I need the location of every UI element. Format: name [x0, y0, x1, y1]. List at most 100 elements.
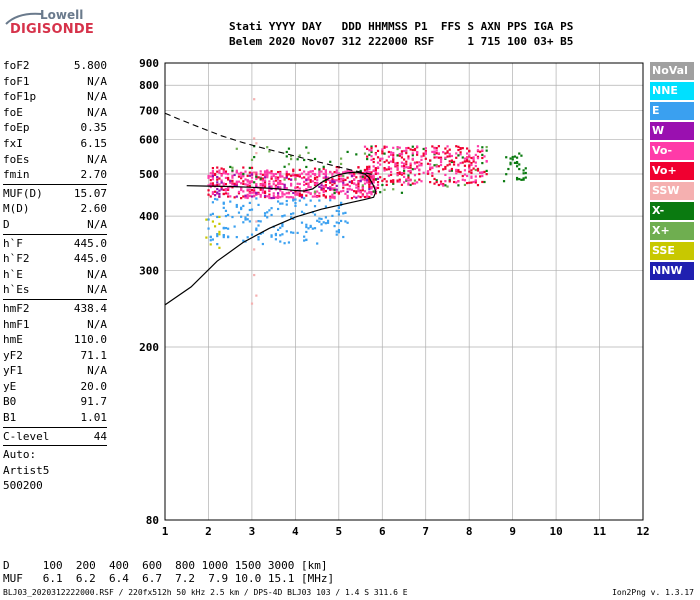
- echo-point: [261, 185, 264, 188]
- echo-point: [350, 173, 354, 176]
- echo-point: [313, 190, 317, 193]
- echo-point: [263, 171, 267, 174]
- param-value: N/A: [87, 267, 107, 281]
- echo-point: [403, 175, 406, 178]
- echo-point: [374, 188, 377, 191]
- echo-point: [409, 166, 412, 169]
- echo-point: [463, 179, 467, 182]
- header-values: Belem 2020 Nov07 312 222000 RSF 1 715 10…: [229, 35, 574, 48]
- echo-point: [324, 222, 327, 225]
- echo-point: [387, 155, 390, 158]
- echo-point: [420, 162, 423, 165]
- echo-point: [294, 190, 297, 193]
- echo-point: [322, 172, 325, 175]
- echo-point: [407, 182, 410, 185]
- echo-point: [461, 174, 464, 178]
- echo-point: [318, 217, 321, 220]
- echo-point: [329, 199, 332, 202]
- echo-point: [231, 186, 234, 189]
- echo-point: [292, 231, 295, 234]
- echo-point: [296, 193, 299, 196]
- echo-point: [224, 183, 228, 186]
- echo-point: [285, 192, 288, 195]
- echo-point: [303, 239, 306, 242]
- echo-point: [259, 193, 262, 197]
- echo-point: [222, 172, 225, 175]
- echo-point: [376, 172, 380, 175]
- echo-point: [433, 147, 436, 150]
- echo-point: [211, 212, 214, 215]
- echo-point: [300, 172, 304, 175]
- echo-point: [403, 158, 406, 161]
- echo-point: [405, 151, 408, 155]
- echo-point: [316, 219, 319, 222]
- logo-lowell: Lowell: [40, 8, 84, 22]
- echo-point: [309, 180, 312, 183]
- echo-point: [283, 178, 286, 181]
- echo-point: [324, 175, 327, 179]
- echo-point: [290, 155, 293, 158]
- echo-point: [383, 177, 386, 181]
- echo-point: [281, 202, 284, 205]
- echo-point: [318, 192, 321, 195]
- echo-point: [266, 175, 269, 178]
- param-text: Artist5: [3, 463, 50, 477]
- echo-point: [266, 172, 269, 175]
- echo-point: [411, 145, 414, 148]
- echo-point: [279, 181, 282, 184]
- param-key: foF1: [3, 74, 30, 88]
- echo-point: [233, 225, 236, 228]
- echo-point: [320, 229, 323, 232]
- echo-point: [357, 187, 360, 190]
- echo-point: [481, 174, 484, 178]
- echo-point: [485, 169, 488, 172]
- echo-point: [424, 147, 427, 150]
- param-row: fmin 2.70: [3, 167, 107, 183]
- echo-point: [242, 172, 245, 176]
- profile-curve: [164, 171, 377, 306]
- param-row: foF1p N/A: [3, 89, 107, 105]
- echo-point: [437, 145, 440, 148]
- echo-point: [455, 172, 458, 175]
- echo-point: [283, 177, 286, 180]
- echo-point: [224, 189, 228, 192]
- echo-point: [222, 206, 225, 209]
- echo-point: [337, 172, 341, 175]
- echo-point: [246, 218, 249, 221]
- echo-point: [448, 152, 451, 156]
- echo-point: [513, 155, 517, 158]
- echo-point: [294, 201, 297, 205]
- echo-point: [446, 150, 449, 153]
- echo-point: [285, 199, 288, 203]
- echo-point: [357, 190, 360, 193]
- echo-point: [216, 178, 219, 181]
- echo-point: [474, 161, 477, 164]
- echo-point: [363, 152, 367, 155]
- echo-point: [374, 153, 377, 156]
- echo-point: [257, 224, 260, 227]
- echo-point: [213, 184, 217, 187]
- echo-point: [368, 167, 371, 171]
- echo-point: [242, 239, 245, 242]
- echo-point: [431, 150, 434, 153]
- param-row: foF2 5.800: [3, 58, 107, 74]
- echo-point: [383, 152, 386, 155]
- echo-point: [442, 168, 445, 171]
- echo-point: [224, 172, 228, 175]
- param-key: D: [3, 217, 10, 231]
- echo-point: [409, 183, 412, 187]
- echo-point: [468, 160, 471, 163]
- echo-point: [233, 173, 236, 177]
- echo-point: [268, 195, 271, 198]
- echo-point: [218, 189, 221, 192]
- echo-point: [357, 180, 360, 183]
- echo-point: [313, 195, 317, 198]
- echo-point: [231, 215, 234, 219]
- echo-point: [376, 161, 380, 164]
- echo-point: [307, 183, 310, 186]
- echo-point: [250, 208, 254, 211]
- echo-point: [318, 199, 321, 202]
- echo-point: [476, 167, 480, 171]
- echo-point: [450, 169, 453, 172]
- legend-item: Vo+: [650, 162, 694, 180]
